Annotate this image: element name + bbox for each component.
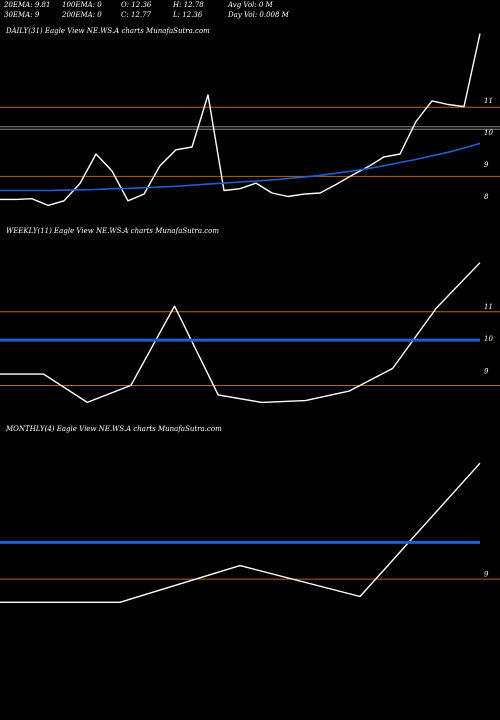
- monthly-price-line: [0, 462, 481, 603]
- daily-ema-line: [0, 142, 481, 192]
- daily-panel-title: DAILY(31) Eagle View NE.WS.A charts Muna…: [6, 27, 210, 35]
- header-low: L: 12.36: [173, 11, 203, 19]
- weekly-y-tick-label: 11: [484, 303, 493, 311]
- header-day-vol: Day Vol: 0.008 M: [228, 11, 289, 19]
- daily-y-tick-label: 10: [484, 129, 493, 137]
- header-200ema: 200EMA: 0: [62, 11, 102, 19]
- header-20ema: 20EMA: 9.81: [4, 1, 51, 9]
- header-avg-vol: Avg Vol: 0 M: [228, 1, 273, 9]
- weekly-panel-title: WEEKLY(11) Eagle View NE.WS.A charts Mun…: [6, 227, 220, 235]
- weekly-y-tick-label: 10: [484, 335, 493, 343]
- daily-y-tick-label: 9: [484, 161, 489, 169]
- weekly-price-line: [0, 262, 481, 404]
- header-30ema: 30EMA: 9: [4, 11, 40, 19]
- monthly-panel-title: MONTHLY(4) Eagle View NE.WS.A charts Mun…: [6, 425, 222, 433]
- monthly-y-tick-label: 9: [484, 570, 489, 578]
- weekly-y-tick-label: 9: [484, 367, 489, 375]
- daily-price-line: [0, 33, 481, 207]
- daily-y-tick-label: 8: [484, 193, 489, 201]
- header-open: O: 12.36: [121, 1, 152, 9]
- header-100ema: 100EMA: 0: [62, 1, 102, 9]
- daily-y-tick-label: 11: [484, 97, 493, 105]
- header-close: C: 12.77: [121, 11, 151, 19]
- header-high: H: 12.78: [173, 1, 204, 9]
